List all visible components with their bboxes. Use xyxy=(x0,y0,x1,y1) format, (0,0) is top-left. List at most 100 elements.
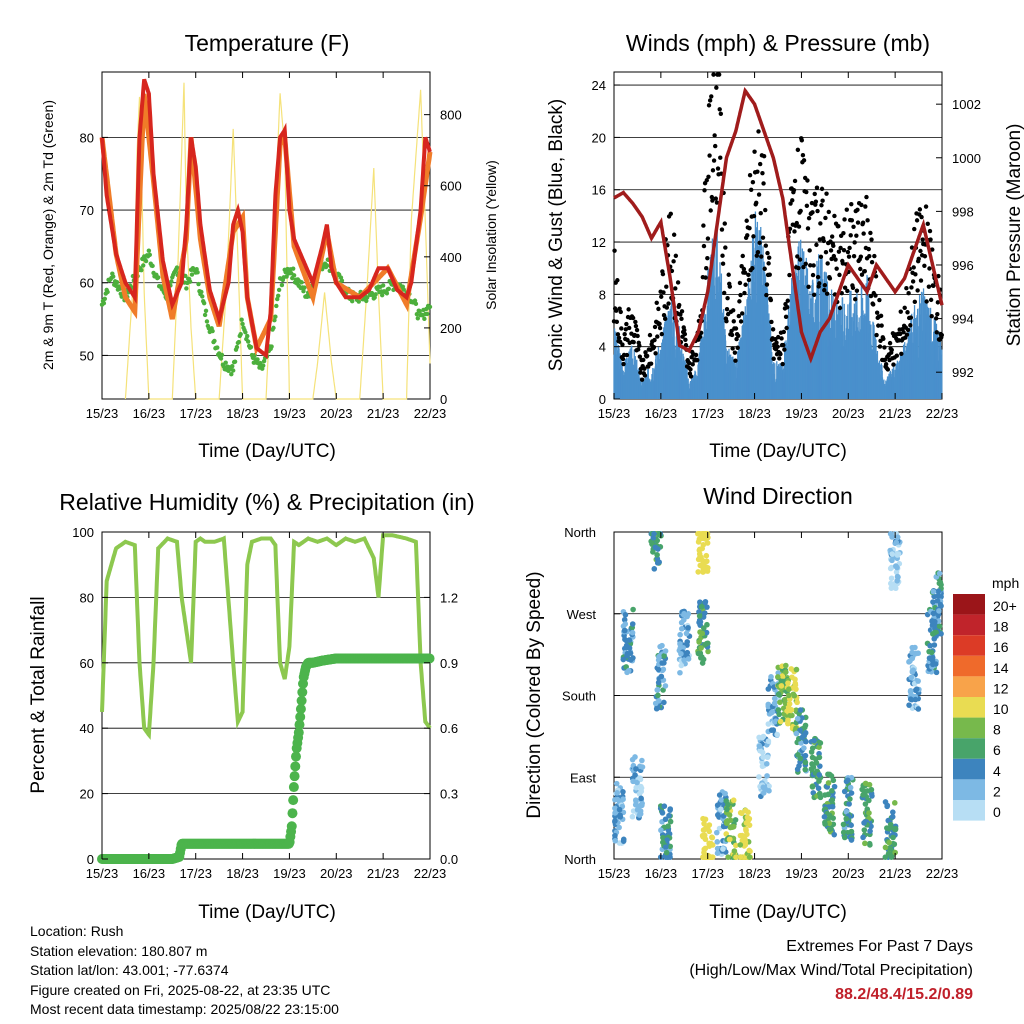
direction-point xyxy=(769,709,776,715)
direction-point xyxy=(705,648,711,655)
gust-point xyxy=(659,294,664,299)
gust-point xyxy=(641,357,646,363)
direction-point xyxy=(884,825,890,831)
legend-swatch xyxy=(953,717,985,739)
gust-point xyxy=(682,331,688,337)
dewpoint-point xyxy=(141,263,146,268)
gust-point xyxy=(724,307,730,312)
gust-point xyxy=(865,218,870,223)
gust-point xyxy=(796,265,801,271)
gust-point xyxy=(862,269,867,274)
legend-swatch xyxy=(953,635,985,656)
x-tick-label: 19/23 xyxy=(273,406,306,421)
gust-point xyxy=(624,321,629,327)
direction-point xyxy=(894,534,901,540)
direction-point xyxy=(659,642,665,649)
direction-point xyxy=(695,531,701,537)
gust-point xyxy=(763,207,768,213)
dewpoint-point xyxy=(373,292,378,297)
dewpoint-point xyxy=(269,344,274,349)
gust-point xyxy=(733,326,739,331)
legend-label: 2 xyxy=(993,783,1001,799)
gust-point xyxy=(709,194,715,200)
y-tick-label: 60 xyxy=(80,276,94,291)
gust-point xyxy=(858,254,864,259)
direction-point xyxy=(698,645,704,651)
direction-point xyxy=(746,854,753,860)
direction-point xyxy=(936,570,943,577)
direction-point xyxy=(704,604,710,610)
direction-point xyxy=(629,629,636,636)
dewpoint-point xyxy=(229,371,234,377)
gust-point xyxy=(619,326,624,331)
direction-point xyxy=(624,652,630,659)
gust-point xyxy=(722,290,727,296)
direction-point xyxy=(696,609,702,615)
direction-point xyxy=(730,797,737,804)
direction-point xyxy=(822,792,828,798)
gust-point xyxy=(634,327,640,333)
direction-point xyxy=(702,531,708,537)
rh-line xyxy=(100,533,432,740)
legend-swatch xyxy=(953,676,985,697)
dewpoint-point xyxy=(279,282,285,288)
direction-point xyxy=(884,802,891,809)
gust-point xyxy=(747,225,752,231)
direction-point xyxy=(803,738,809,745)
gust-point xyxy=(909,285,914,290)
gust-point xyxy=(904,285,909,291)
direction-point xyxy=(677,631,683,638)
gust-point xyxy=(885,367,891,372)
direction-tick-label: West xyxy=(567,607,597,622)
gust-point xyxy=(755,249,761,255)
gust-point xyxy=(760,170,765,176)
wind-direction-xlabel: Time (Day/UTC) xyxy=(709,902,847,923)
direction-point xyxy=(739,832,746,839)
direction-point xyxy=(698,603,705,610)
direction-point xyxy=(915,650,921,657)
direction-point xyxy=(612,810,618,816)
gust-point xyxy=(755,169,760,174)
direction-point xyxy=(699,630,706,637)
direction-tick-label: North xyxy=(564,852,596,867)
y2-tick-label: 0.6 xyxy=(440,721,458,736)
direction-point xyxy=(684,639,691,645)
direction-point xyxy=(936,623,943,630)
gust-point xyxy=(727,284,733,289)
dewpoint-point xyxy=(114,279,120,285)
humidity-xlabel: Time (Day/UTC) xyxy=(198,902,336,923)
x-tick-label: 16/23 xyxy=(645,406,678,421)
direction-point xyxy=(846,801,852,807)
gust-point xyxy=(831,253,837,259)
gust-point xyxy=(655,334,660,339)
direction-point xyxy=(726,836,733,843)
y2-tick-label: 994 xyxy=(952,312,974,327)
direction-point xyxy=(622,621,629,627)
dewpoint-point xyxy=(273,314,278,319)
gust-point xyxy=(683,342,689,348)
station-info: Location: Rush Station elevation: 180.80… xyxy=(30,922,339,1020)
y-tick-label: 20 xyxy=(80,787,94,802)
direction-point xyxy=(655,666,662,673)
gust-point xyxy=(784,325,789,331)
gust-point xyxy=(697,334,703,340)
gust-point xyxy=(673,253,679,258)
dewpoint-point xyxy=(248,344,254,350)
gust-point xyxy=(819,203,824,208)
direction-point xyxy=(829,787,835,794)
gust-point xyxy=(622,331,627,337)
gust-point xyxy=(781,342,786,348)
direction-point xyxy=(777,699,783,706)
direction-point xyxy=(760,754,766,760)
direction-point xyxy=(663,849,670,856)
dewpoint-point xyxy=(301,289,306,294)
dewpoint-point xyxy=(169,279,174,284)
gust-point xyxy=(759,254,764,259)
gust-point xyxy=(877,344,883,349)
gust-point xyxy=(806,284,811,290)
direction-point xyxy=(757,747,763,754)
y-tick-label: 70 xyxy=(80,203,94,218)
gust-point xyxy=(845,288,850,294)
dewpoint-point xyxy=(230,364,235,369)
gust-point xyxy=(711,158,717,163)
